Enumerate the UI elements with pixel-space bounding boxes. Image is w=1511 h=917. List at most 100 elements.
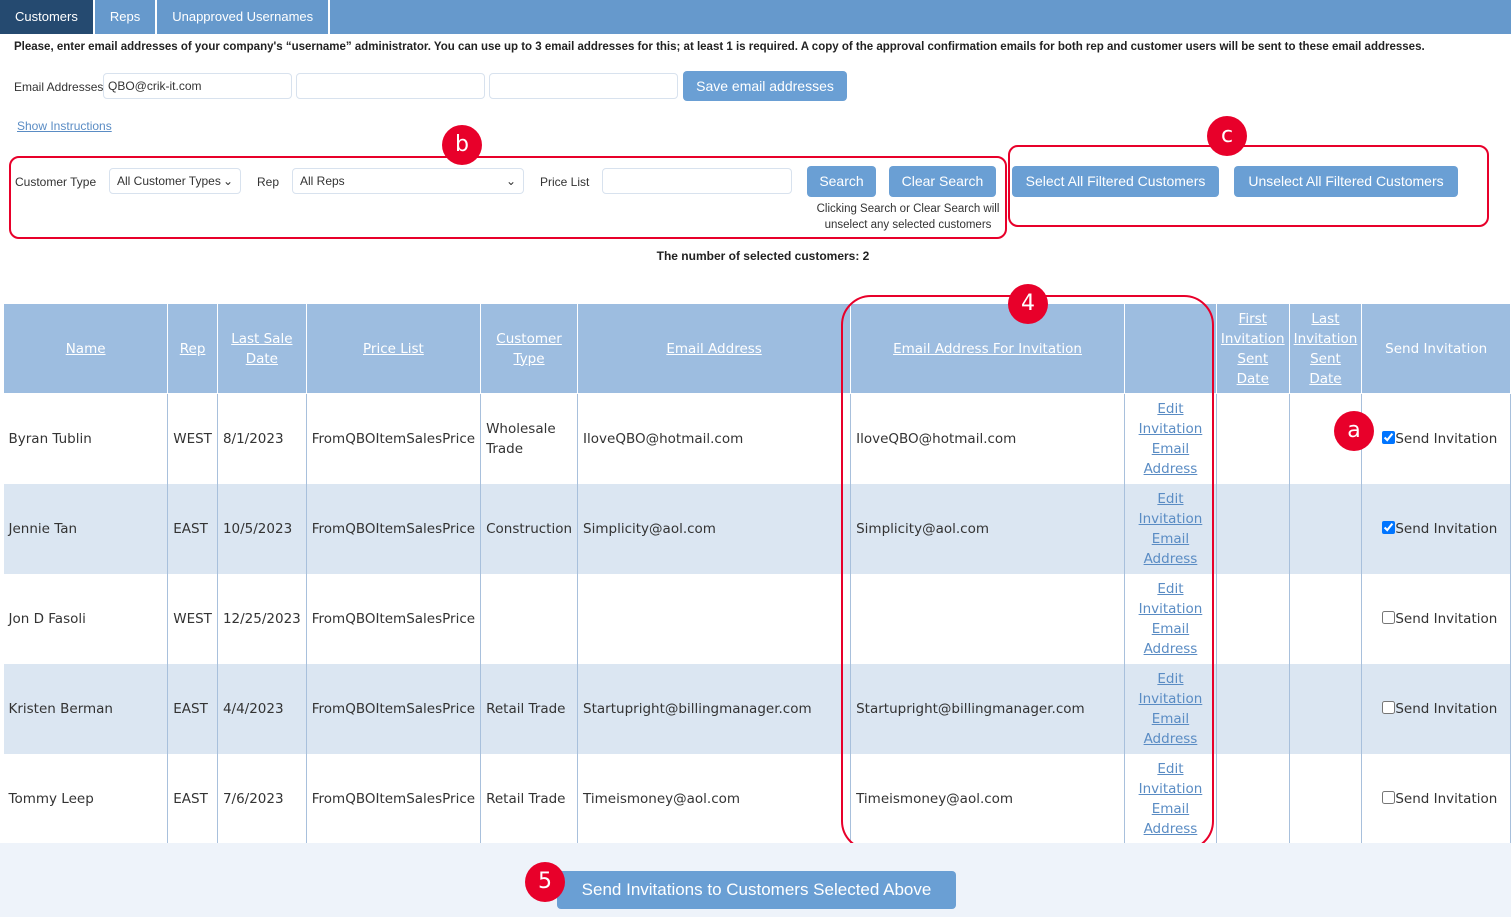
column-header[interactable]: Last Invitation Sent Date (1288, 303, 1363, 394)
edit-link-text: Email (1151, 710, 1190, 727)
tab-customers[interactable]: Customers (0, 0, 95, 34)
column-header[interactable]: Name (2, 303, 169, 394)
edit-link-text: Invitation (1138, 690, 1203, 707)
cell-rep: WEST (167, 393, 218, 484)
search-button[interactable]: Search (807, 166, 876, 197)
column-header[interactable]: Last Sale Date (216, 303, 307, 394)
edit-invitation-email-link[interactable]: Edit Invitation Email Address (1124, 663, 1217, 754)
cell-last-sale: 4/4/2023 (217, 663, 307, 754)
edit-invitation-email-link[interactable]: Edit Invitation Email Address (1124, 573, 1217, 664)
cell-last-invitation-date (1289, 753, 1363, 844)
price-list-input[interactable] (602, 168, 792, 194)
send-invitation-checkbox[interactable] (1382, 700, 1396, 714)
edit-link-text: Email (1151, 800, 1190, 817)
edit-link-text: Address (1143, 820, 1198, 837)
edit-link-text: Invitation (1138, 600, 1203, 617)
cell-inv-email: IloveQBO@hotmail.com (850, 393, 1125, 484)
annotation-badge-c: c (1207, 116, 1247, 156)
annotation-box-b (9, 156, 1007, 239)
chevron-down-icon: ⌄ (505, 174, 516, 188)
cell-name: Byran Tublin (3, 393, 169, 484)
edit-invitation-email-link[interactable]: Edit Invitation Email Address (1124, 753, 1217, 844)
edit-link-text: Edit (1157, 760, 1184, 777)
send-invitations-button[interactable]: Send Invitations to Customers Selected A… (557, 871, 956, 909)
cell-name: Kristen Berman (3, 663, 169, 754)
email-field-2[interactable] (296, 73, 485, 99)
tab-reps[interactable]: Reps (95, 0, 158, 34)
email-field-3[interactable] (489, 73, 678, 99)
cell-name: Jon D Fasoli (3, 573, 169, 664)
clear-search-button[interactable]: Clear Search (889, 166, 996, 197)
unselect-all-filtered-button[interactable]: Unselect All Filtered Customers (1234, 166, 1458, 197)
annotation-badge-a: a (1334, 411, 1374, 451)
annotation-badge-5: 5 (525, 862, 565, 902)
column-header-label: Last Sale Date (231, 330, 293, 367)
table-row: Byran Tublin WEST 8/1/2023 FromQBOItemSales… (3, 393, 1511, 484)
cell-email: Simplicity@aol.com (577, 483, 852, 574)
column-header-label: Price List (363, 340, 424, 357)
cell-price-list: FromQBOItemSalesPrice (306, 573, 482, 664)
cell-inv-email (850, 573, 1125, 664)
edit-invitation-email-link[interactable]: Edit Invitation Email Address (1124, 393, 1217, 484)
show-instructions-link[interactable]: Show Instructions (17, 119, 112, 133)
edit-link-text: Edit (1157, 580, 1184, 597)
cell-first-invitation-date (1216, 753, 1290, 844)
cell-rep: EAST (167, 483, 218, 574)
send-invitation-checkbox[interactable] (1382, 520, 1396, 534)
cell-price-list: FromQBOItemSalesPrice (306, 393, 482, 484)
send-invitation-checkbox[interactable] (1382, 430, 1396, 444)
cell-rep: EAST (167, 753, 218, 844)
customer-type-value: All Customer Types (117, 174, 221, 188)
annotation-box-c (1008, 145, 1489, 227)
send-invitation-label: Send Invitation (1395, 700, 1498, 717)
edit-link-text: Invitation (1138, 420, 1203, 437)
column-header[interactable]: First Invitation Sent Date (1215, 303, 1290, 394)
cell-inv-email: Simplicity@aol.com (850, 483, 1125, 574)
column-header[interactable]: Price List (305, 303, 482, 394)
edit-link-text: Address (1143, 550, 1198, 567)
search-hint-line: Clicking Search or Clear Search will (816, 203, 1000, 215)
selected-count: The number of selected customers: 2 (656, 249, 870, 263)
column-header[interactable]: Customer Type (480, 303, 579, 394)
rep-select[interactable]: All Reps ⌄ (292, 168, 524, 194)
column-header-label: Email Address (666, 340, 762, 357)
cell-type: Retail Trade (480, 753, 579, 844)
cell-last-sale: 8/1/2023 (217, 393, 307, 484)
cell-first-invitation-date (1216, 483, 1290, 574)
customer-type-select[interactable]: All Customer Types ⌄ (109, 168, 241, 194)
send-invitation-checkbox[interactable] (1382, 790, 1396, 804)
cell-name: Jennie Tan (3, 483, 169, 574)
column-header[interactable]: Email Address (577, 303, 852, 394)
send-invitation-label: Send Invitation (1395, 520, 1498, 537)
column-header[interactable]: Rep (167, 303, 218, 394)
select-all-filtered-button[interactable]: Select All Filtered Customers (1012, 166, 1219, 197)
edit-link-text: Invitation (1138, 510, 1203, 527)
annotation-badge-b: b (442, 125, 482, 165)
chevron-down-icon: ⌄ (222, 174, 233, 188)
edit-invitation-email-link[interactable]: Edit Invitation Email Address (1124, 483, 1217, 574)
annotation-badge-4: 4 (1008, 284, 1048, 324)
edit-link-text: Email (1151, 620, 1190, 637)
column-header-label: Send Invitation (1385, 340, 1488, 357)
column-header[interactable]: Email Address For Invitation (850, 303, 1125, 394)
edit-link-text: Email (1151, 440, 1190, 457)
column-header-label: Customer Type (496, 330, 562, 367)
tab-unapproved-usernames[interactable]: Unapproved Usernames (157, 0, 331, 34)
column-header: Send Invitation (1361, 303, 1511, 394)
table-row: Jennie Tan EAST 10/5/2023 FromQBOItemSalesP… (3, 483, 1511, 574)
edit-link-text: Address (1143, 460, 1198, 477)
save-email-addresses-button[interactable]: Save email addresses (683, 71, 847, 101)
email-field-1[interactable]: QBO@crik-it.com (103, 73, 292, 99)
tab-bar: Customers Reps Unapproved Usernames (0, 0, 1511, 34)
customers-table: Name Rep Last Sale Date Price List Customer … (2, 303, 1511, 844)
annotation-box-4 (841, 295, 1214, 851)
cell-send-invitation: Send Invitation (1361, 663, 1511, 754)
send-invitation-checkbox[interactable] (1382, 610, 1396, 624)
price-list-label: Price List (540, 175, 590, 189)
instructions-text: Please, enter email addresses of your co… (14, 41, 1425, 53)
edit-link-text: Edit (1157, 670, 1184, 687)
edit-link-text: Invitation (1138, 780, 1203, 797)
column-header-label: Email Address For Invitation (893, 340, 1082, 357)
cell-last-invitation-date (1289, 483, 1363, 574)
table-row: Jon D Fasoli WEST 12/25/2023 FromQBOItemSal… (3, 573, 1511, 664)
